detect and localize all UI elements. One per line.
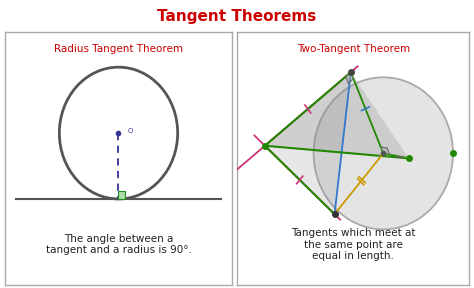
Polygon shape: [265, 72, 409, 158]
Polygon shape: [381, 147, 390, 155]
Text: Tangents which meet at
the same point are
equal in length.: Tangents which meet at the same point ar…: [291, 228, 415, 261]
Bar: [118, 191, 125, 199]
Text: Tangent Theorems: Tangent Theorems: [157, 9, 317, 24]
Polygon shape: [396, 157, 409, 158]
Text: Radius Tangent Theorem: Radius Tangent Theorem: [54, 44, 183, 54]
Text: The angle between a
tangent and a radius is 90°.: The angle between a tangent and a radius…: [46, 234, 191, 255]
Circle shape: [314, 77, 453, 229]
Text: Two-Tangent Theorem: Two-Tangent Theorem: [297, 44, 410, 54]
Text: O: O: [128, 128, 133, 134]
Polygon shape: [346, 72, 354, 83]
Polygon shape: [265, 72, 351, 214]
